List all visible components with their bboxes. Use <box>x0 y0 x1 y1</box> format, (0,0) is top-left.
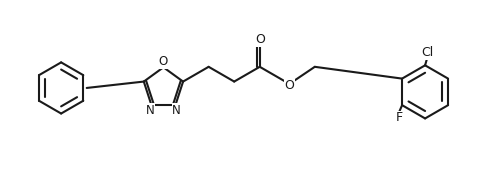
Text: O: O <box>255 33 264 46</box>
Text: N: N <box>172 104 181 117</box>
Text: O: O <box>159 55 168 68</box>
Text: Cl: Cl <box>421 46 433 59</box>
Text: F: F <box>396 112 402 124</box>
Text: N: N <box>146 104 154 117</box>
Text: O: O <box>284 79 294 92</box>
